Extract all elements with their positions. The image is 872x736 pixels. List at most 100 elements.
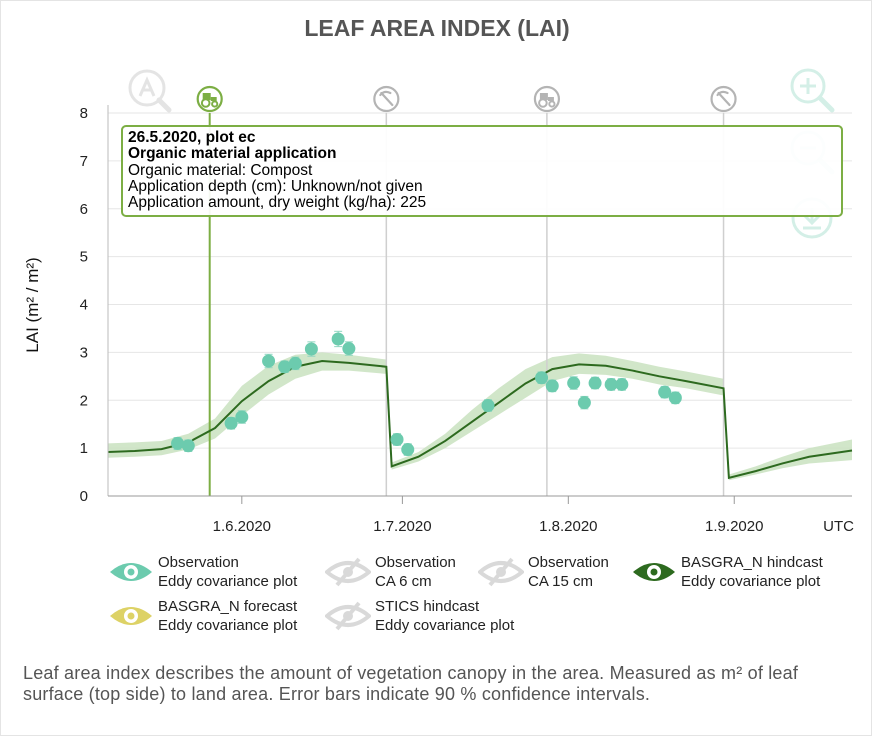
- observation-marker: [288, 356, 302, 370]
- observation-point: [481, 399, 495, 413]
- observation-marker: [577, 396, 591, 410]
- tractor-wheel: [200, 98, 211, 108]
- tooltip-line: Application amount, dry weight (kg/ha): …: [128, 194, 427, 212]
- y-tick-label: 6: [80, 201, 88, 218]
- mowing-icon[interactable]: [373, 85, 400, 113]
- tractor-hood: [547, 97, 554, 101]
- tractor-wheel: [548, 100, 556, 108]
- axes: 0 1 2 3 4 5 6 7 8 1.6.2020 1.7.2020 1.8.2020 1.9.202…: [80, 105, 854, 535]
- reset-zoom-icon[interactable]: [128, 69, 172, 113]
- legend-line1: STICS hindcast: [375, 598, 480, 615]
- model-line-layer: [107, 359, 853, 480]
- observation-marker: [545, 379, 559, 393]
- legend-line1: BASGRA_N hindcast: [681, 554, 823, 571]
- observation-point: [342, 341, 356, 356]
- observation-marker: [615, 377, 629, 391]
- legend-line2: Eddy covariance plot: [158, 617, 298, 634]
- observation-point: [224, 416, 238, 430]
- observation-marker: [262, 354, 276, 368]
- eye-closed-icon: [478, 557, 524, 587]
- observation-point: [235, 410, 249, 424]
- y-axis-label: LAI (m² / m²): [23, 257, 42, 352]
- legend-line1: Observation: [528, 554, 609, 571]
- observation-marker: [535, 371, 549, 385]
- observation-point: [278, 360, 292, 374]
- tractor-cab: [202, 93, 211, 100]
- legend-item-observation-ec[interactable]: Observation Eddy covariance plot: [108, 553, 297, 591]
- y-tick-label: 1: [80, 440, 88, 457]
- eye-open-icon: [110, 563, 152, 581]
- eye-closed-icon: [325, 557, 371, 587]
- observation-marker: [604, 377, 618, 391]
- observation-marker: [224, 416, 238, 430]
- observation-marker: [278, 360, 292, 374]
- legend-item-stics-hindcast[interactable]: STICS hindcast Eddy covariance plot: [325, 597, 514, 635]
- tractor-hood: [210, 97, 217, 101]
- x-tick-label: 1.8.2020: [539, 518, 597, 535]
- x-tick-label: 1.7.2020: [373, 518, 431, 535]
- y-tick-label: 7: [80, 153, 88, 170]
- observation-marker: [588, 376, 602, 390]
- observation-marker: [668, 391, 682, 405]
- legend-line1: Observation: [375, 554, 456, 571]
- eye-closed-icon: [325, 601, 371, 631]
- x-tick-label: 1.6.2020: [213, 518, 271, 535]
- legend-item-observation-ca6[interactable]: Observation CA 6 cm: [325, 553, 456, 591]
- chart-description: Leaf area index describes the amount of …: [23, 663, 799, 704]
- legend-line2: CA 6 cm: [375, 573, 432, 590]
- tractor-wheel: [538, 98, 548, 108]
- y-tick-label: 3: [80, 344, 88, 361]
- legend-item-observation-ca15[interactable]: Observation CA 15 cm: [478, 553, 609, 591]
- mowing-icon[interactable]: [710, 85, 737, 113]
- observation-point: [181, 439, 195, 453]
- observation-point: [171, 436, 185, 451]
- scythe-shape: [716, 90, 731, 107]
- legend-line1: Observation: [158, 554, 239, 571]
- observation-marker: [331, 332, 345, 346]
- y-tick-label: 5: [80, 249, 88, 266]
- observation-marker: [304, 342, 318, 356]
- eye-open-icon: [110, 607, 152, 625]
- observation-point: [588, 376, 602, 390]
- chart-title: LEAF AREA INDEX (LAI): [304, 15, 569, 41]
- observation-marker: [342, 342, 356, 356]
- observation-point: [604, 377, 618, 391]
- y-tick-label: 4: [80, 297, 88, 314]
- event-tooltip: 26.5.2020, plot ec Organic material appl…: [121, 125, 843, 217]
- observation-marker: [567, 376, 581, 390]
- eye-open-icon: [633, 563, 675, 581]
- legend-item-basgra-forecast[interactable]: BASGRA_N forecast Eddy covariance plot: [108, 597, 297, 635]
- tractor-cab: [539, 93, 548, 100]
- observation-point: [401, 443, 415, 457]
- x-timezone-label: UTC: [823, 518, 854, 535]
- observation-marker: [171, 436, 185, 450]
- legend: Observation Eddy covariance plot Observat…: [108, 553, 823, 635]
- observation-point: [535, 371, 549, 385]
- observation-point: [304, 341, 318, 357]
- y-tick-label: 2: [80, 392, 88, 409]
- legend-line2: Eddy covariance plot: [158, 573, 298, 590]
- observation-point: [577, 395, 591, 410]
- legend-line2: Eddy covariance plot: [681, 573, 821, 590]
- tooltip-event: Organic material application: [128, 145, 337, 163]
- zoom-in-icon[interactable]: [790, 68, 835, 113]
- event-icons: [196, 85, 737, 113]
- observation-point: [567, 376, 581, 390]
- y-tick-label: 0: [80, 488, 88, 505]
- legend-line1: BASGRA_N forecast: [158, 598, 298, 615]
- tractor-icon[interactable]: [533, 85, 561, 113]
- observation-marker: [390, 433, 404, 447]
- legend-line2: Eddy covariance plot: [375, 617, 515, 634]
- y-tick-label: 8: [80, 105, 88, 122]
- observation-point: [331, 330, 345, 348]
- legend-item-basgra-hindcast[interactable]: BASGRA_N hindcast Eddy covariance plot: [631, 553, 823, 591]
- observation-point: [390, 433, 404, 447]
- scythe-shape: [379, 90, 394, 107]
- tooltip-line: Application depth (cm): Unknown/not give…: [128, 177, 423, 195]
- observation-point: [668, 391, 682, 405]
- observation-point: [658, 385, 672, 399]
- tooltip-heading: 26.5.2020, plot ec: [128, 129, 256, 146]
- observation-marker: [181, 439, 195, 453]
- tractor-icon[interactable]: [196, 85, 223, 113]
- tooltip-line: Organic material: Compost: [128, 161, 313, 179]
